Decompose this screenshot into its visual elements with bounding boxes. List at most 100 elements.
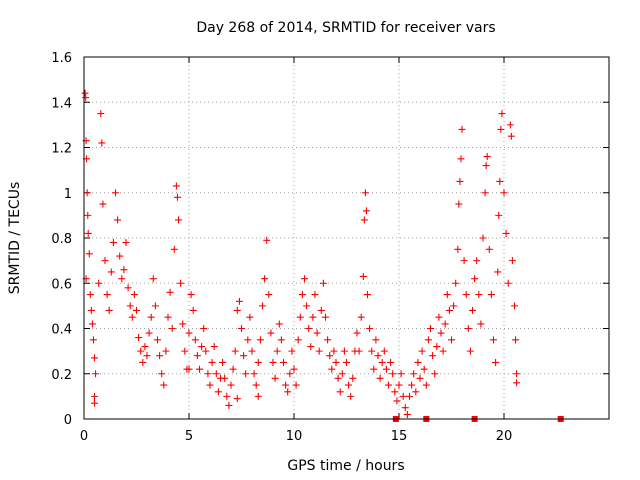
data-point [86, 291, 94, 299]
data-point [252, 381, 260, 389]
data-point [191, 336, 199, 344]
data-point [361, 189, 369, 197]
data-point [357, 313, 365, 321]
data-point [370, 365, 378, 373]
data-point [206, 381, 214, 389]
data-point [158, 370, 166, 378]
data-point [353, 329, 361, 337]
data-point [445, 306, 453, 314]
data-point [208, 358, 216, 366]
chart-title: Day 268 of 2014, SRMTID for receiver var… [196, 20, 495, 36]
data-point [204, 370, 212, 378]
data-point [164, 313, 172, 321]
data-point [91, 354, 98, 362]
data-point [88, 320, 96, 328]
data-point [214, 388, 222, 396]
data-point [294, 336, 302, 344]
data-point [259, 302, 266, 310]
data-point [116, 252, 124, 260]
data-point [496, 177, 504, 185]
data-point [154, 336, 161, 344]
data-point [452, 279, 460, 287]
x-tick-label: 10 [286, 429, 303, 444]
data-point [395, 381, 403, 389]
data-point [282, 381, 290, 389]
data-point [173, 193, 181, 201]
data-point [513, 370, 521, 378]
data-point [103, 291, 111, 299]
data-point [508, 257, 516, 265]
data-point [412, 388, 420, 396]
data-point [382, 365, 390, 373]
data-point [399, 392, 407, 400]
data-point [250, 370, 258, 378]
data-point [225, 401, 233, 409]
data-point [380, 347, 388, 355]
data-point [256, 336, 264, 344]
data-point [511, 302, 518, 310]
data-point [301, 275, 308, 283]
data-point [130, 291, 138, 299]
data-point [170, 245, 178, 253]
data-point [198, 343, 206, 351]
data-point [431, 370, 439, 378]
data-point [92, 370, 100, 378]
data-point [303, 302, 311, 310]
data-point [145, 329, 153, 337]
data-point [427, 325, 434, 332]
data-point [114, 216, 122, 224]
data-point [223, 392, 231, 400]
data-point [143, 352, 151, 360]
data-point [83, 189, 91, 197]
data-point [435, 313, 443, 321]
data-point [378, 358, 386, 366]
data-point [355, 347, 363, 355]
data-point [443, 291, 451, 299]
data-point [135, 334, 143, 342]
data-point [513, 379, 521, 387]
data-point [290, 365, 298, 373]
data-point [366, 325, 374, 332]
data-point [177, 279, 185, 287]
y-tick-label: 0 [64, 413, 72, 428]
data-point [181, 347, 189, 355]
data-point [101, 257, 109, 265]
data-point [393, 397, 401, 405]
data-point [319, 279, 327, 287]
data-point [512, 336, 520, 344]
data-point [98, 139, 106, 147]
data-point [429, 352, 437, 360]
data-point [506, 121, 514, 129]
data-point [233, 306, 241, 314]
data-point [475, 291, 483, 299]
data-point [244, 336, 252, 344]
data-point [166, 288, 174, 296]
data-point [189, 306, 197, 314]
data-point [410, 370, 418, 378]
data-point [494, 268, 502, 276]
data-point [376, 374, 384, 382]
data-point [221, 374, 229, 382]
data-point [254, 358, 262, 366]
data-point [124, 284, 132, 292]
data-point [175, 216, 182, 224]
data-point [238, 325, 245, 332]
data-point [322, 313, 329, 321]
data-point [433, 343, 441, 351]
data-point [364, 291, 371, 299]
data-point [313, 329, 321, 337]
data-point [112, 189, 119, 197]
data-point [156, 352, 164, 360]
data-point [455, 200, 463, 208]
data-point [347, 392, 355, 400]
data-point [254, 392, 262, 400]
data-point [162, 347, 170, 355]
y-tick-label: 1.4 [51, 96, 72, 111]
data-point [498, 110, 506, 118]
data-point [210, 343, 218, 351]
data-point [275, 320, 283, 328]
data-point [193, 352, 201, 360]
data-point [469, 306, 476, 314]
data-point [87, 306, 95, 314]
data-point [471, 275, 479, 283]
